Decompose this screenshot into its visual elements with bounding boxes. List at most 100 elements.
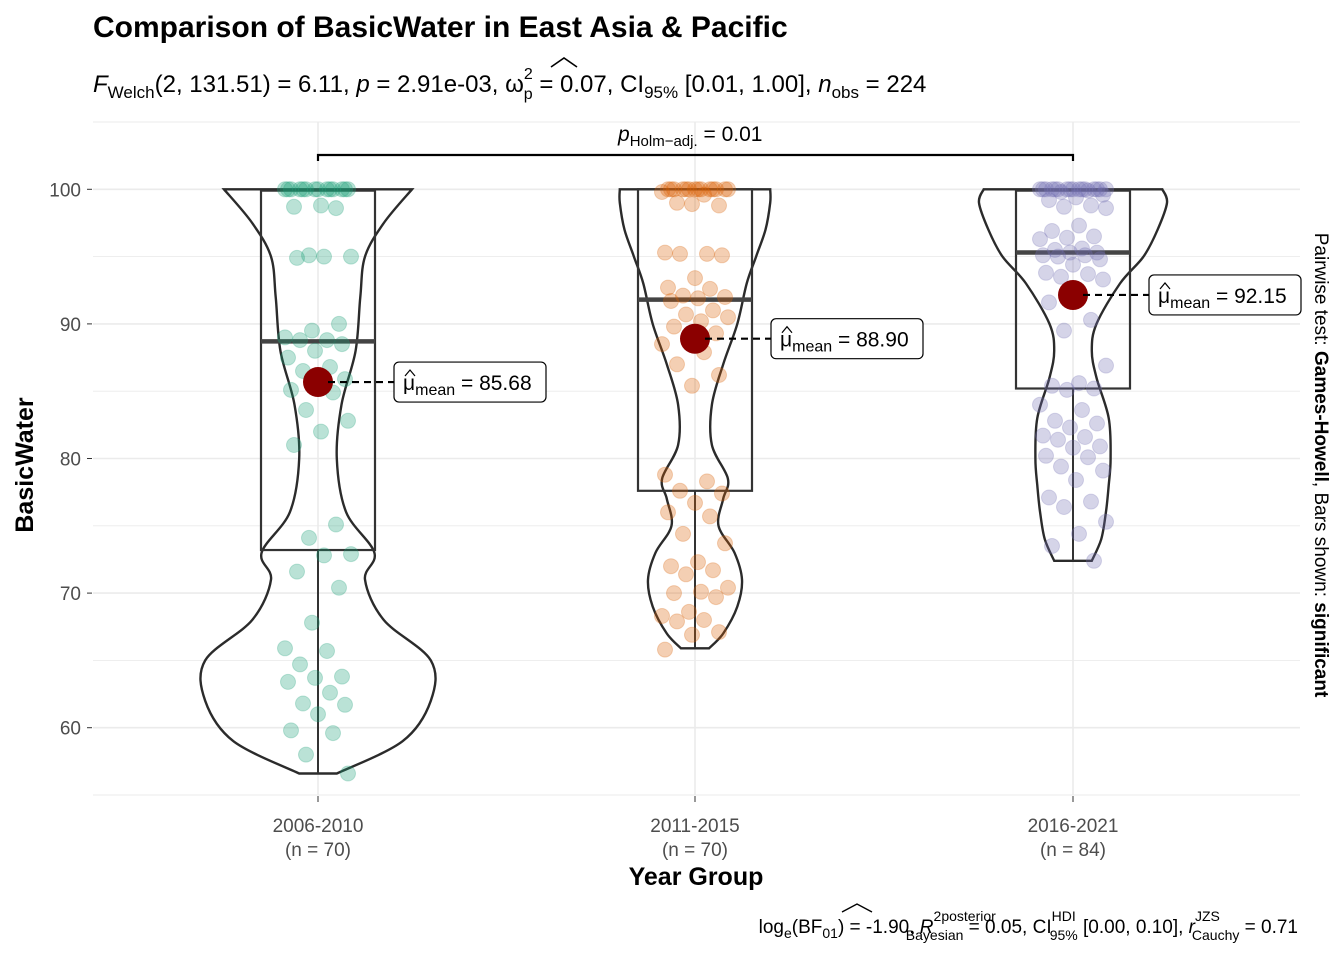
data-point xyxy=(717,289,733,305)
subtitle-stat: = 6.11, xyxy=(271,71,357,98)
data-point xyxy=(289,249,305,266)
data-point xyxy=(1047,181,1063,198)
pairwise-bar xyxy=(316,153,1075,161)
subtitle-ci-val: [0.01, 1.00], xyxy=(678,71,818,98)
data-point xyxy=(1062,419,1078,436)
data-point xyxy=(331,315,347,332)
data-point xyxy=(1035,427,1051,444)
data-point xyxy=(708,589,724,606)
subtitle-df: (2, 131.51) xyxy=(155,71,271,98)
data-point xyxy=(1056,322,1072,339)
data-point xyxy=(298,402,314,418)
data-point xyxy=(663,293,679,309)
data-point xyxy=(1092,181,1108,198)
data-point xyxy=(660,181,676,198)
data-point xyxy=(717,535,733,552)
data-point xyxy=(1068,472,1084,488)
data-point xyxy=(1068,189,1084,206)
data-point xyxy=(720,309,736,326)
data-point xyxy=(1086,552,1102,569)
y-tick-label: 60 xyxy=(60,719,81,740)
data-point xyxy=(1083,197,1099,214)
data-point xyxy=(337,181,353,198)
data-point xyxy=(283,181,299,198)
data-point xyxy=(319,643,335,659)
subtitle-p: = 2.91e-03, xyxy=(370,71,505,98)
mean-point xyxy=(680,323,710,354)
data-point xyxy=(657,641,673,658)
data-point xyxy=(702,280,718,297)
data-point xyxy=(1053,458,1069,475)
data-point xyxy=(711,197,727,214)
data-point xyxy=(705,562,721,579)
data-point xyxy=(298,746,314,763)
data-point xyxy=(672,245,688,262)
data-point xyxy=(1095,271,1111,288)
data-point xyxy=(328,200,344,217)
subtitle-es-sup: 2 xyxy=(524,66,533,83)
data-point xyxy=(304,322,320,339)
data-point xyxy=(1059,381,1075,398)
data-point xyxy=(654,608,670,624)
data-point xyxy=(340,765,356,782)
data-point xyxy=(1080,182,1096,199)
y-axis-title: BasicWater xyxy=(11,397,39,533)
y-tick-label: 90 xyxy=(60,315,81,336)
x-tick-label: 2011-2015 xyxy=(650,816,739,837)
mean-point xyxy=(303,367,333,398)
data-point xyxy=(1038,264,1054,281)
subtitle-ci-sub: 95% xyxy=(644,83,678,102)
x-tick-label: 2006-2010 xyxy=(273,816,364,837)
data-point xyxy=(319,181,335,198)
data-point xyxy=(334,336,350,353)
data-point xyxy=(678,566,694,583)
data-point xyxy=(1071,525,1087,542)
data-point xyxy=(666,318,682,335)
data-point xyxy=(1062,181,1078,198)
data-point xyxy=(1089,415,1105,432)
box-2016-2021 xyxy=(1014,189,1132,390)
data-point xyxy=(304,614,320,631)
data-point xyxy=(1080,449,1096,466)
box-2006-2010 xyxy=(259,189,377,552)
data-point xyxy=(277,181,293,198)
data-point xyxy=(1092,438,1108,455)
data-point xyxy=(1065,181,1081,198)
data-point xyxy=(1056,499,1072,515)
data-point xyxy=(325,725,341,742)
data-point xyxy=(340,181,356,198)
data-point xyxy=(687,270,703,287)
data-point xyxy=(295,181,311,198)
data-point xyxy=(705,181,721,198)
data-point xyxy=(307,342,323,359)
data-point xyxy=(708,181,724,198)
data-point xyxy=(1083,311,1099,328)
data-point xyxy=(693,583,709,600)
data-point xyxy=(678,306,694,323)
subtitle-n: n xyxy=(818,71,831,98)
data-point xyxy=(672,482,688,499)
data-point xyxy=(1092,251,1108,268)
data-point xyxy=(1056,198,1072,215)
y-tick-label: 80 xyxy=(60,450,81,471)
data-point xyxy=(1032,231,1048,248)
r2-hat xyxy=(841,903,873,913)
data-point xyxy=(660,279,676,296)
chart-caption: loge(BF01) = -1.90, R2posterior Bayesian … xyxy=(759,908,1298,943)
data-point xyxy=(675,181,691,198)
data-point xyxy=(1086,380,1102,397)
violins xyxy=(199,188,1169,775)
data-point xyxy=(340,412,356,429)
pairwise-label: pHolm−adj. = 0.01 xyxy=(617,123,762,150)
chart-title: Comparison of BasicWater in East Asia & … xyxy=(93,11,788,44)
data-point xyxy=(1044,538,1060,554)
data-point xyxy=(696,612,712,628)
data-point xyxy=(699,473,715,490)
mean-label-box xyxy=(770,318,924,360)
data-point xyxy=(1071,217,1087,234)
data-point xyxy=(1074,181,1090,198)
data-point xyxy=(684,377,700,394)
data-point xyxy=(1032,181,1048,198)
data-point xyxy=(720,181,736,198)
data-point xyxy=(1050,181,1066,198)
